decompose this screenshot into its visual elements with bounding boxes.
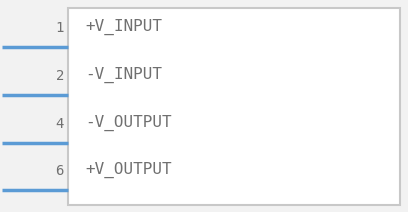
Text: +V_OUTPUT: +V_OUTPUT (85, 162, 172, 178)
Text: -V_INPUT: -V_INPUT (85, 67, 162, 83)
Bar (68, 8, 400, 205)
Text: 1: 1 (55, 21, 64, 35)
Text: +V_INPUT: +V_INPUT (85, 19, 162, 35)
Text: 6: 6 (55, 164, 64, 178)
Text: 4: 4 (55, 117, 64, 131)
Text: -V_OUTPUT: -V_OUTPUT (85, 115, 172, 131)
Text: 2: 2 (55, 69, 64, 83)
